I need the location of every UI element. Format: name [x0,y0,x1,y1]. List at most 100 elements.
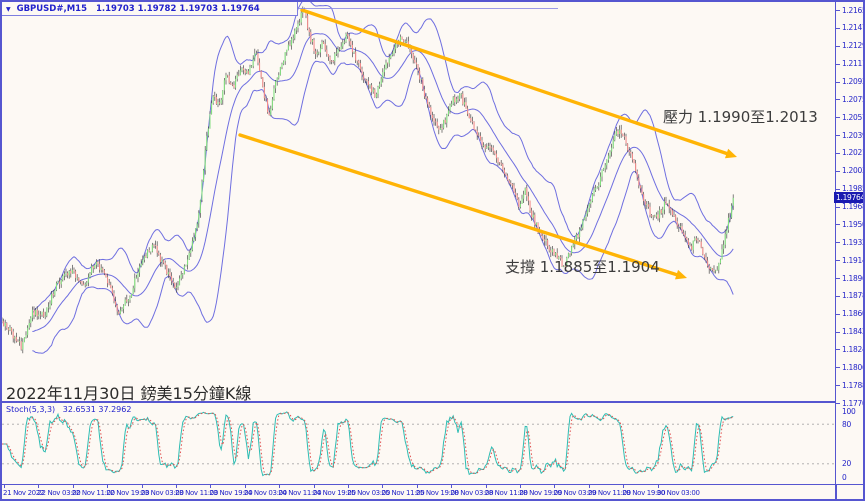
price-axis-tick [836,81,840,83]
resistance-annotation: 壓力 1.1990至1.2013 [663,108,818,126]
price-axis-label: 1.20755 [842,94,863,104]
price-axis-label: 1.18780 [842,291,863,301]
time-axis-label: 24 Nov 03:00 [243,489,287,497]
price-axis-tick [836,27,840,29]
time-axis-label: 23 Nov 11:00 [175,489,218,497]
time-axis-tick [38,485,40,488]
time-axis-tick [4,485,5,488]
time-axis-tick [451,485,453,488]
time-axis-label: 25 Nov 11:00 [381,489,425,497]
price-chart-canvas[interactable] [2,2,835,401]
price-axis-tick [836,224,840,226]
price-axis-label: 1.18600 [842,309,863,319]
ohlc-values-label: 1.19703 1.19782 1.19703 1.19764 [95,4,260,14]
price-axis-label: 1.19680 [842,202,863,211]
price-axis-tick [836,63,840,65]
time-axis-tick [141,485,143,488]
price-axis-label: 1.19855 [842,184,863,194]
stochastic-values: 32.6531 37.2962 [62,405,132,414]
time-axis-label: 29 Nov 03:00 [553,489,597,497]
price-axis-label: 1.21650 [842,5,863,15]
time-axis-label: 25 Nov 03:00 [347,489,390,497]
price-axis-tick [836,152,840,154]
time-axis-tick [623,485,625,488]
price-axis-label: 1.19320 [842,237,863,247]
time-axis-tick [72,485,74,488]
price-axis-label: 1.17885 [842,380,863,390]
time-axis-label: 29 Nov 19:00 [622,489,666,497]
axis-corner-separator [835,484,837,499]
time-axis-label: 23 Nov 03:00 [140,489,184,497]
time-axis-label: 23 Nov 19:00 [209,489,253,497]
time-axis-tick [279,485,281,488]
chevron-down-icon[interactable]: ▼ [6,6,11,13]
date-caption: 2022年11月30日 鎊美15分鐘K線 [6,384,252,403]
price-axis-tick [836,242,840,244]
price-axis-tick [836,206,840,208]
price-axis-tick [836,135,840,136]
stoch-axis-label: 80 [842,419,851,429]
price-axis-tick [836,313,840,315]
price-axis-label: 1.18240 [842,344,863,354]
support-annotation: 支撐 1.1885至1.1904 [505,258,660,276]
time-axis-tick [176,485,177,488]
time-axis-label: 28 Nov 11:00 [484,489,528,497]
time-axis-tick [554,485,556,488]
time-axis-label: 28 Nov 03:00 [450,489,494,497]
time-axis-tick [520,485,521,488]
time-axis-label: 22 Nov 19:00 [106,489,150,497]
price-axis-label: 1.19500 [842,219,863,229]
time-axis-label: 28 Nov 19:00 [519,489,562,497]
price-axis-tick [836,367,840,369]
price-axis-label: 1.20035 [842,166,863,176]
price-axis-label: 1.20935 [842,77,863,86]
time-axis-label: 30 Nov 03:00 [656,489,700,497]
price-axis-label: 1.19140 [842,255,863,265]
time-axis-tick [657,485,659,488]
time-axis-tick [107,485,109,488]
time-axis-label: 22 Nov 11:00 [71,489,115,497]
price-axis-tick [836,331,840,333]
price-axis-label: 1.18060 [842,362,863,372]
stoch-axis-label: 20 [842,459,851,469]
price-axis-tick [836,10,840,11]
stoch-axis-label: 0 [842,472,847,482]
symbol-timeframe-label: GBPUSD#,M15 [16,4,87,14]
time-axis-label: 25 Nov 19:00 [415,489,459,497]
time-axis-label: 24 Nov 19:00 [312,489,356,497]
price-axis-tick [836,99,840,101]
price-axis-tick [836,188,840,190]
price-axis[interactable]: 1.21650 1.21470 1.21295 1.21115 1.20935 1.207… [835,2,863,484]
price-axis-tick [836,45,840,47]
price-axis-label: 1.21470 [842,23,863,33]
price-axis-tick [836,170,840,172]
price-axis-label: 1.20575 [842,112,863,122]
time-axis-tick [210,485,212,488]
current-price-tag: 1.19764 [834,192,863,204]
price-axis-tick [836,278,840,279]
price-axis-label: 1.17705 [842,398,863,408]
price-axis-label: 1.18420 [842,327,863,336]
stochastic-name: Stoch(5,3,3) [6,405,56,414]
time-axis-label: 21 Nov 2022 [3,489,44,497]
time-axis-tick [416,485,418,488]
time-axis-tick [485,485,487,488]
price-axis-tick [836,295,840,297]
time-axis-tick [588,485,590,488]
price-axis-tick [836,260,840,262]
stoch-axis-label: 100 [842,406,856,416]
time-axis-label: 29 Nov 11:00 [587,489,631,497]
chart-title-bar: ▼ GBPUSD#,M15 1.19703 1.19782 1.19703 1.… [2,2,298,16]
time-axis-tick [244,485,246,488]
time-axis-label: 24 Nov 11:00 [278,489,322,497]
price-axis-label: 1.21115 [842,59,863,69]
time-axis[interactable]: 21 Nov 2022 22 Nov 03:00 22 Nov 11:00 22 No… [2,484,863,499]
price-axis-tick [836,385,840,387]
price-axis-label: 1.18960 [842,273,863,283]
panel-separator[interactable] [2,401,835,403]
price-axis-label: 1.20215 [842,148,863,158]
time-axis-label: 22 Nov 03:00 [37,489,81,497]
stochastic-panel-canvas[interactable] [2,403,835,484]
price-axis-label: 1.20395 [842,130,863,140]
